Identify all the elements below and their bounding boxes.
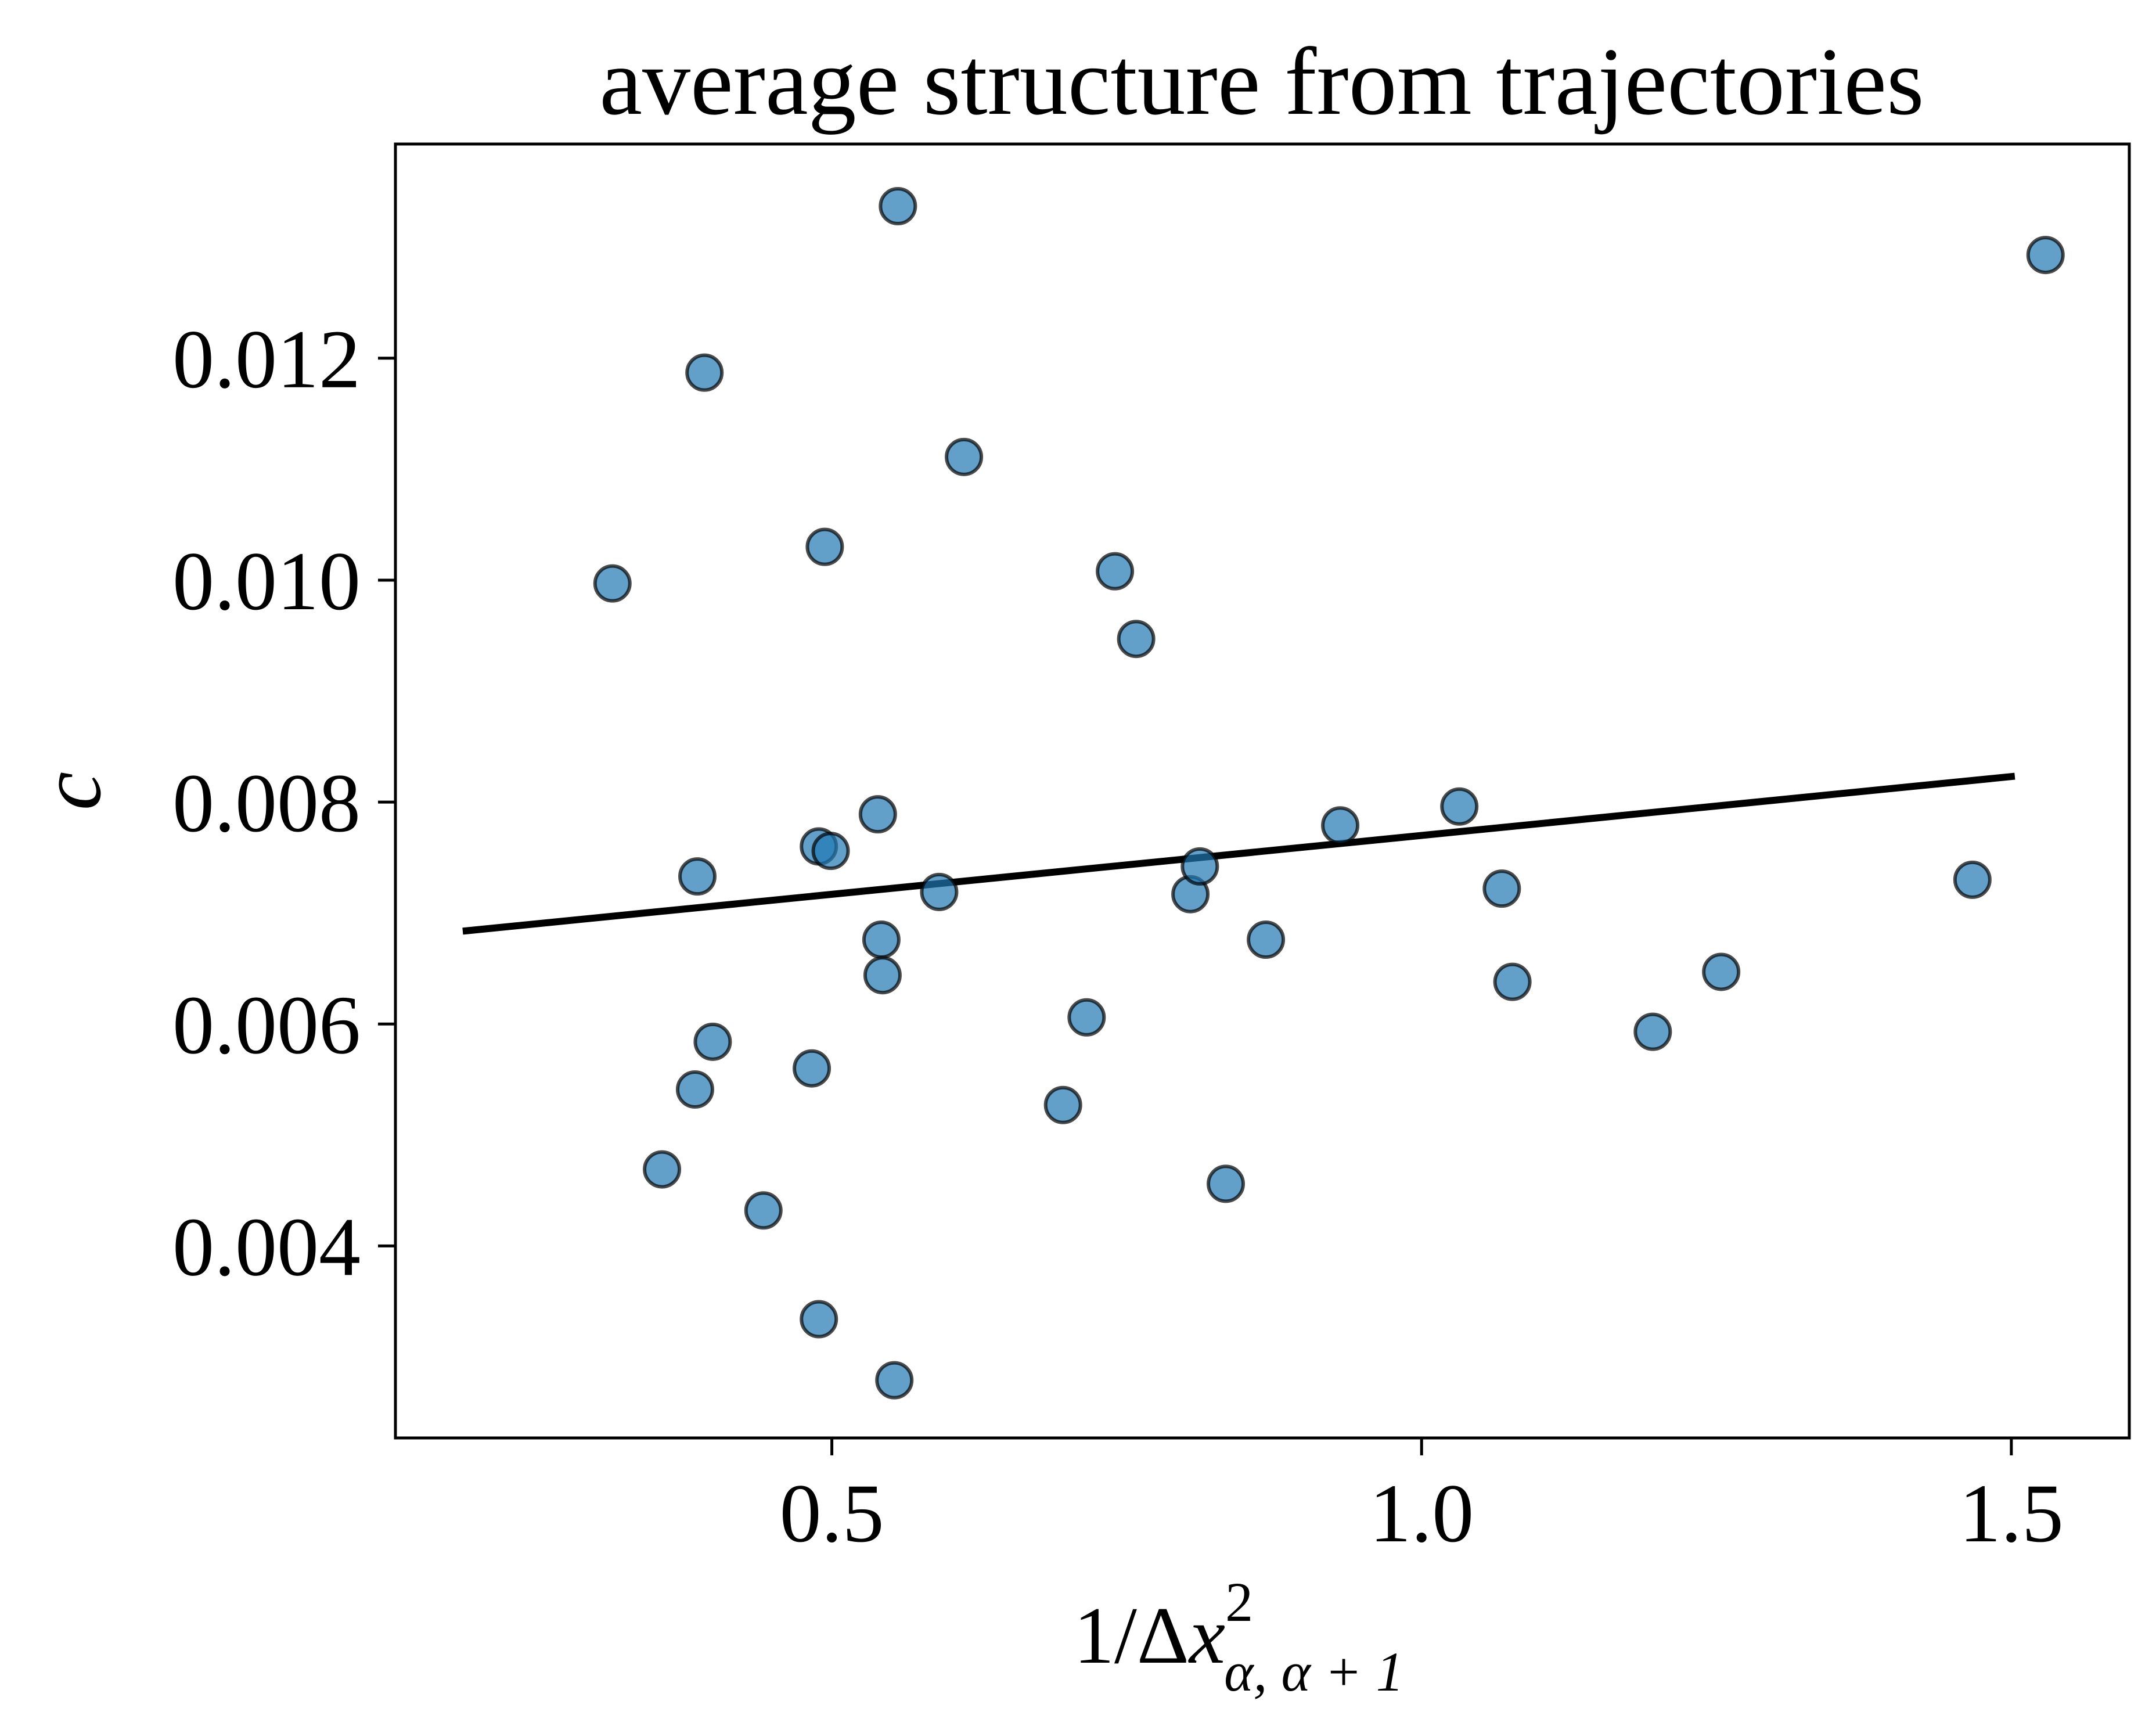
data-point-3 <box>675 1070 714 1109</box>
data-point-18 <box>920 872 959 911</box>
y-tick-label: 0.012 <box>172 314 361 406</box>
data-point-23 <box>1117 620 1156 659</box>
data-point-2 <box>643 1150 682 1189</box>
data-point-26 <box>1207 1164 1246 1203</box>
data-point-13 <box>858 795 897 834</box>
data-layer <box>462 187 2065 1400</box>
data-point-20 <box>1043 1085 1082 1124</box>
data-point-14 <box>862 920 901 959</box>
data-point-21 <box>1067 998 1106 1037</box>
data-point-17 <box>879 187 917 226</box>
data-point-4 <box>678 857 717 896</box>
data-point-8 <box>793 1049 832 1088</box>
y-axis-label: c <box>23 772 119 811</box>
data-point-6 <box>693 1022 732 1061</box>
y-tick-label: 0.004 <box>172 1201 361 1293</box>
data-point-25 <box>1180 847 1219 886</box>
axes-frame <box>394 142 2131 1440</box>
data-point-35 <box>2026 236 2065 275</box>
x-tick-label: 0.5 <box>780 1468 884 1560</box>
x-axis: 0.5 1.0 1.5 <box>780 1438 2064 1560</box>
data-point-33 <box>1702 952 1741 991</box>
data-point-15 <box>863 956 902 995</box>
data-point-1 <box>593 564 632 603</box>
x-axis-label-subscript: α, α + 1 <box>1224 1641 1404 1703</box>
data-point-5 <box>685 353 724 392</box>
x-tick-label: 1.5 <box>1959 1468 2064 1560</box>
x-axis-label-prefix: 1/Δ <box>1074 1591 1189 1681</box>
fit-line <box>462 772 2015 935</box>
data-point-12 <box>811 832 850 871</box>
data-point-31 <box>1493 962 1532 1001</box>
y-tick-label: 0.010 <box>172 535 361 628</box>
plot-area <box>394 142 2131 1440</box>
y-tick-label: 0.008 <box>172 757 361 850</box>
x-tick-label: 1.0 <box>1369 1468 1474 1560</box>
y-tick-label: 0.006 <box>172 979 361 1071</box>
data-point-7 <box>744 1191 783 1230</box>
data-point-29 <box>1440 787 1479 826</box>
data-point-19 <box>945 437 984 476</box>
data-point-27 <box>1247 920 1286 959</box>
data-point-16 <box>875 1361 914 1400</box>
chart-title: average structure from trajectories <box>599 28 1924 135</box>
data-point-30 <box>1482 869 1521 908</box>
data-point-11 <box>805 527 844 566</box>
data-point-32 <box>1633 1012 1672 1051</box>
data-point-10 <box>800 1300 838 1339</box>
x-axis-label-superscript: 2 <box>1225 1571 1253 1633</box>
y-axis: 0.004 0.006 0.008 0.010 0.012 <box>172 314 395 1293</box>
data-point-34 <box>1953 860 1992 899</box>
data-point-22 <box>1096 552 1135 591</box>
x-axis-label-variable: x <box>1188 1591 1225 1681</box>
data-point-28 <box>1321 806 1360 845</box>
x-axis-label: 1/Δx2 α, α + 1 <box>1074 1571 1404 1703</box>
